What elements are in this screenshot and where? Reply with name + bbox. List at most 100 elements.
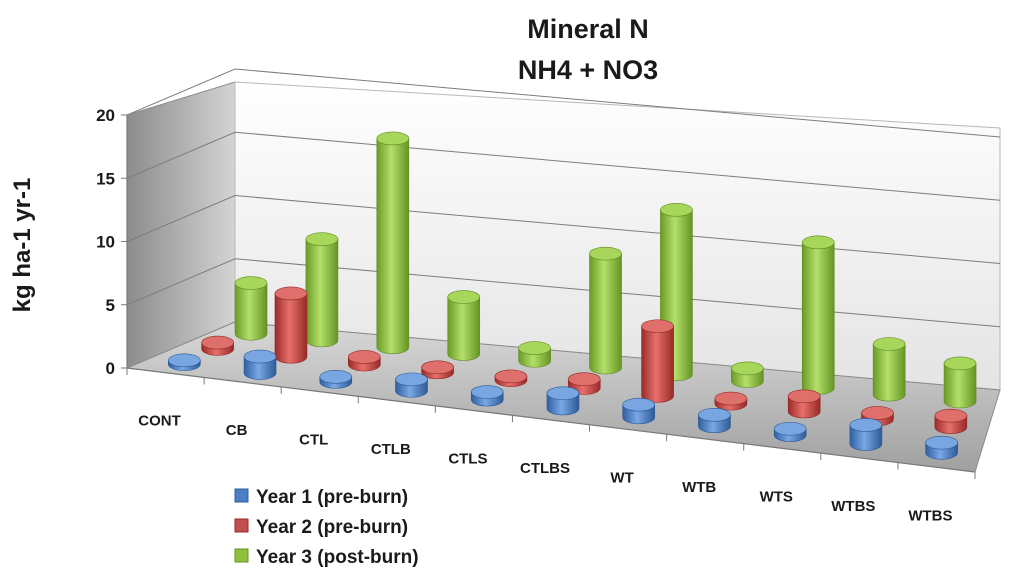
bar-top — [168, 353, 201, 368]
grid-lines — [126, 68, 1001, 328]
bar-year3-3 — [447, 290, 481, 361]
y-axis-title: kg ha-1 yr-1 — [9, 178, 36, 313]
bar-year1-4 — [470, 385, 504, 407]
bar-year1-5 — [546, 386, 580, 416]
bar-top — [943, 356, 977, 371]
y-tick-label: 15 — [96, 169, 115, 188]
bar-body — [801, 242, 835, 395]
bar-body — [447, 296, 481, 361]
bar-top — [201, 335, 234, 350]
bar-year3-7 — [731, 361, 764, 388]
category-labels: CONT CB CTL CTLB CTLS CTLBS WT WTB WTS WTBS WTBS — [138, 413, 952, 525]
bar-year2-10 — [934, 408, 968, 434]
bar-top — [801, 235, 835, 250]
bar-top — [773, 421, 807, 436]
x-axis-ticks — [126, 368, 976, 479]
side-wall — [126, 81, 236, 369]
bar-top — [787, 389, 821, 404]
category-label: CTLBS — [520, 460, 570, 477]
gridline — [126, 131, 1001, 201]
bar-top — [518, 341, 551, 355]
gridline — [126, 194, 1001, 264]
chart-subtitle: NH4 + NO3 — [518, 55, 658, 85]
bar-year3-8 — [801, 235, 835, 395]
gridline — [126, 68, 1001, 138]
bar-body — [849, 424, 883, 451]
bar-top — [872, 337, 906, 351]
gridline — [126, 258, 1001, 328]
bar-year1-0 — [168, 353, 201, 371]
legend: Year 1 (pre-burn) Year 2 (pre-burn) Year… — [234, 487, 419, 568]
bar-year2-6 — [641, 319, 674, 403]
bar-top — [622, 397, 656, 412]
bar-body — [305, 238, 339, 348]
legend-swatch-year3 — [234, 548, 249, 563]
bar-year3-9 — [872, 337, 906, 402]
bar-body — [589, 253, 622, 375]
category-label: WTBS — [908, 507, 952, 524]
y-tick-label: 5 — [106, 296, 115, 315]
y-tick-label: 0 — [106, 359, 115, 378]
bar-year1-6 — [622, 397, 656, 425]
bar-top — [305, 232, 339, 247]
bar-top — [243, 349, 277, 364]
bar-top — [861, 406, 894, 420]
bar-top — [714, 391, 748, 406]
chart-title: Mineral N — [527, 14, 649, 44]
bar-year1-2 — [319, 370, 353, 389]
legend-swatch-year1 — [234, 488, 249, 503]
bar-top — [849, 418, 883, 432]
bar-year1-10 — [925, 435, 958, 460]
bar-body — [274, 293, 308, 364]
bar-top — [447, 290, 481, 304]
bar-year3-5 — [589, 246, 622, 375]
bar-top — [589, 246, 622, 261]
y-tick-label: 10 — [96, 233, 115, 252]
category-label: WTS — [760, 488, 793, 505]
category-label: CTLS — [448, 451, 487, 468]
bar-top — [641, 319, 674, 334]
bar-body — [641, 325, 674, 403]
bar-top — [567, 372, 601, 386]
bar-top — [731, 361, 764, 376]
bars — [168, 131, 977, 460]
bar-year2-2 — [347, 350, 381, 372]
legend-label-year3: Year 3 (post-burn) — [256, 547, 419, 568]
bar-body — [376, 138, 410, 355]
bar-year3-10 — [943, 356, 977, 409]
bar-top — [376, 131, 410, 146]
bar-year1-3 — [395, 372, 428, 398]
bar-top — [347, 350, 381, 364]
bar-top — [660, 203, 693, 217]
category-label: WTBS — [831, 498, 875, 515]
bar-body — [872, 343, 906, 402]
category-label: CTLB — [371, 441, 411, 458]
bar-year3-2 — [376, 131, 410, 355]
bar-year2-4 — [494, 369, 528, 387]
category-label: WTB — [682, 479, 716, 496]
bar-year3-0 — [234, 276, 268, 341]
bar-top — [925, 435, 958, 450]
bar-year3-4 — [518, 341, 551, 368]
bar-year1-8 — [773, 421, 807, 442]
bar-body — [943, 363, 977, 409]
bar-top — [319, 370, 353, 384]
bar-year1-9 — [849, 418, 883, 451]
bar-year2-1 — [274, 286, 308, 364]
bar-year2-0 — [201, 335, 234, 356]
bar-top — [546, 386, 580, 401]
legend-label-year2: Year 2 (pre-burn) — [256, 517, 408, 538]
bar-year2-3 — [421, 360, 454, 380]
x-axis-line — [126, 367, 976, 473]
bar-top — [470, 385, 504, 399]
legend-swatch-year2 — [234, 518, 249, 533]
bar-year1-7 — [698, 408, 731, 434]
bar-top — [421, 360, 454, 375]
legend-label-year1: Year 1 (pre-burn) — [256, 487, 408, 508]
bar-top — [234, 276, 268, 290]
bar-year2-8 — [787, 389, 821, 419]
bar-top — [395, 372, 428, 387]
bar-year3-1 — [305, 232, 339, 348]
bar-top — [494, 369, 528, 384]
